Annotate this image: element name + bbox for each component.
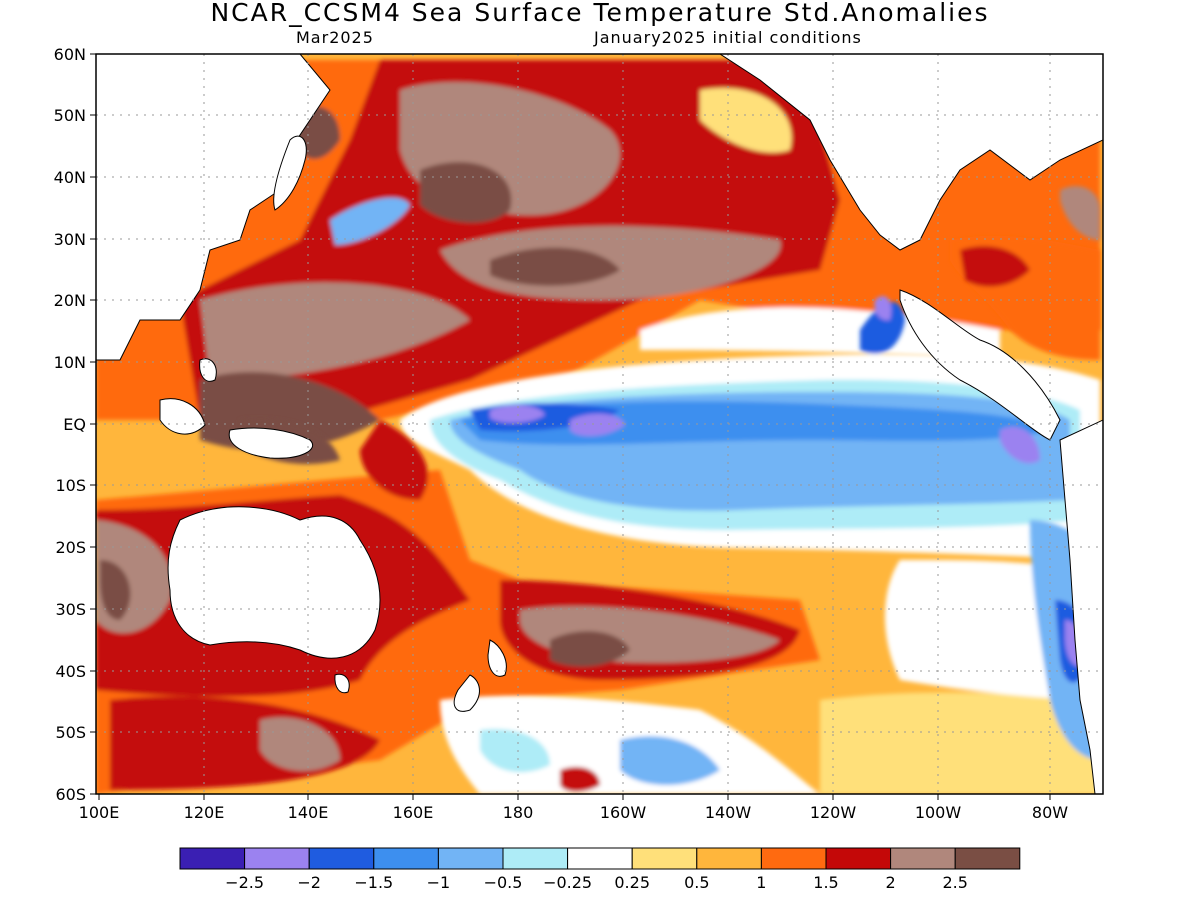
lon-label: 140E [288,803,329,822]
new-guinea-landmass [228,427,313,459]
lon-label: 160E [393,803,434,822]
lat-label: 60S [55,785,86,804]
tasmania-island [334,673,350,694]
colorbar-label: −1.5 [354,873,393,892]
colorbar-label: −2.5 [225,873,264,892]
colorbar-swatch [696,847,762,870]
lon-label: 180 [503,803,534,822]
colorbar-label: 0.25 [614,873,650,892]
continents [96,54,1103,794]
lat-label: 10S [55,476,86,495]
lon-label: 80W [1032,803,1068,822]
lat-label: 30S [55,600,86,619]
colorbar-swatch [760,847,827,870]
new-zealand-south-island [453,674,480,712]
lon-label: 120E [184,803,225,822]
colorbar-label: 1 [756,873,766,892]
colorbar-label: 2.5 [942,873,967,892]
anomaly-field [96,54,1103,794]
graticule [96,54,1103,794]
lat-label: 40N [54,168,86,187]
lat-label: 60N [54,45,86,64]
latitude-labels: 60N 50N 40N 30N 20N 10N EQ 10S 20S 30S 4… [54,45,86,804]
colorbar-label: 1.5 [813,873,838,892]
colorbar-swatch [567,847,633,870]
colorbar-label: −0.5 [484,873,523,892]
colorbar: −2.5 −2 −1.5 −1 −0.5 −0.25 0.25 0.5 1 1.5 2 2.5 [179,847,1021,892]
colorbar-label: 0.5 [684,873,709,892]
colorbar-label: 2 [886,873,896,892]
japan-islands [273,135,307,211]
colorbar-swatch [179,847,246,870]
asia-landmass [96,54,331,361]
lon-label: 100E [79,803,120,822]
north-america-landmass [719,54,1103,251]
longitude-labels: 100E 120E 140E 160E 180 160W 140W 120W 1… [79,803,1069,822]
south-america-landmass [1059,419,1103,794]
lat-label: 50N [54,106,86,125]
lon-label: 140W [705,803,752,822]
map-title: NCAR_CCSM4 Sea Surface Temperature Std.A… [210,0,990,27]
lat-label: 30N [54,230,86,249]
colorbar-label: −1 [427,873,451,892]
colorbar-swatch [502,847,569,870]
axis-ticks [90,53,1051,800]
colorbar-swatch [631,847,698,870]
lon-label: 100W [915,803,962,822]
colorbar-swatch [437,847,504,870]
new-zealand-north-island [487,639,507,677]
borneo-landmass [159,398,206,435]
lon-label: 120W [810,803,857,822]
lat-label: 20N [54,291,86,310]
colorbar-swatch [890,847,956,870]
colorbar-swatch [825,847,892,870]
australia-landmass [167,506,381,659]
lat-label: 50S [55,723,86,742]
lat-label: EQ [63,415,86,434]
colorbar-swatch [954,847,1021,870]
colorbar-swatch [244,847,310,870]
initial-conditions-label: January2025 initial conditions [594,28,862,47]
colorbar-label: −0.25 [543,873,592,892]
forecast-month-label: Mar2025 [296,28,374,47]
colorbar-label: −2 [297,873,321,892]
colorbar-swatch [308,847,375,870]
lat-label: 20S [55,538,86,557]
lat-label: 40S [55,662,86,681]
colorbar-swatch [373,847,439,870]
lat-label: 10N [54,353,86,372]
lon-label: 160W [600,803,647,822]
